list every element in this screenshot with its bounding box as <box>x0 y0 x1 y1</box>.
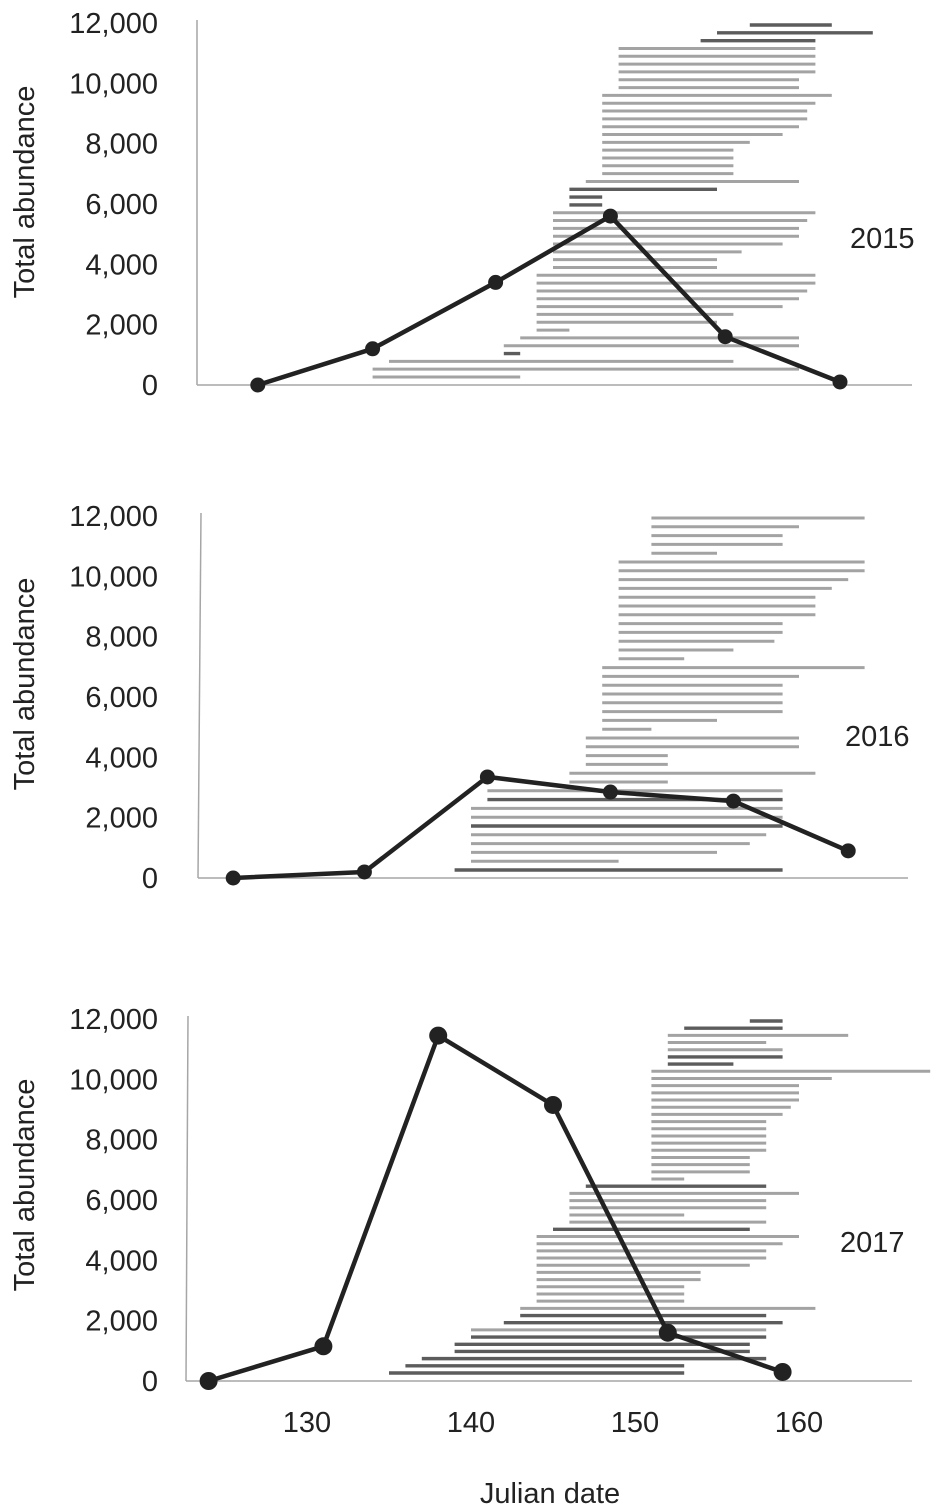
x-tick-label: 130 <box>283 1407 331 1439</box>
y-tick-label: 12,000 <box>69 8 158 40</box>
panel-2015: 2015 Total abundance 0 2,000 4,000 6,000 8,0… <box>9 8 915 402</box>
panel-2017: 2017 Total abundance Julian date 0 2,000 4… <box>9 1004 931 1510</box>
abundance-point <box>840 843 856 859</box>
abundance-point <box>544 1095 562 1114</box>
y-tick-label: 4,000 <box>85 249 158 281</box>
x-axis-title: Julian date <box>480 1478 620 1510</box>
y-tick-label: 4,000 <box>85 742 158 774</box>
abundance-point <box>199 1372 218 1390</box>
y-tick-label: 8,000 <box>85 129 158 161</box>
abundance-point <box>225 870 241 886</box>
abundance-point <box>250 377 266 393</box>
abundance-point <box>717 329 733 345</box>
y-tick-label: 2,000 <box>85 803 158 835</box>
x-tick-label: 160 <box>775 1407 823 1439</box>
panel-year-label: 2015 <box>850 223 915 255</box>
abundance-point <box>429 1026 448 1045</box>
abundance-line <box>233 774 850 881</box>
y-axis-title: Total abundance <box>9 578 41 791</box>
abundance-point <box>602 784 618 800</box>
y-tick-label: 10,000 <box>69 561 158 593</box>
y-axis-title: Total abundance <box>9 86 41 299</box>
panel-year-label: 2016 <box>845 721 910 753</box>
abundance-point <box>773 1362 792 1381</box>
y-tick-label: 6,000 <box>85 189 158 221</box>
abundance-point <box>725 793 741 809</box>
y-tick-label: 2,000 <box>85 1306 158 1338</box>
panel-2016: 2016 Total abundance 0 2,000 4,000 6,000 8,0… <box>9 501 910 895</box>
abundance-point <box>602 208 618 224</box>
y-tick-label: 6,000 <box>85 1185 158 1217</box>
abundance-line <box>207 1033 784 1384</box>
y-tick-label: 0 <box>142 863 158 895</box>
y-tick-label: 6,000 <box>85 682 158 714</box>
x-tick-label: 150 <box>611 1407 659 1439</box>
y-tick-label: 0 <box>142 370 158 402</box>
x-tick-label: 140 <box>447 1407 495 1439</box>
y-tick-label: 12,000 <box>69 1004 158 1036</box>
y-tick-label: 2,000 <box>85 310 158 342</box>
abundance-point <box>488 274 504 290</box>
abundance-point <box>314 1337 333 1356</box>
abundance-point <box>658 1323 677 1342</box>
y-axis-title: Total abundance <box>9 1079 41 1292</box>
y-tick-label: 12,000 <box>69 501 158 533</box>
y-axis-line <box>197 512 202 879</box>
y-tick-label: 8,000 <box>85 1125 158 1157</box>
y-tick-label: 10,000 <box>69 1064 158 1096</box>
y-tick-label: 0 <box>142 1366 158 1398</box>
abundance-point <box>479 769 495 785</box>
panel-year-label: 2017 <box>840 1227 905 1259</box>
abundance-point <box>365 341 381 357</box>
abundance-point <box>832 374 848 390</box>
y-tick-label: 4,000 <box>85 1245 158 1277</box>
y-tick-label: 8,000 <box>85 622 158 654</box>
abundance-point <box>356 864 372 880</box>
y-axis-line <box>185 1015 189 1382</box>
abundance-line <box>257 213 841 388</box>
y-tick-label: 10,000 <box>69 68 158 100</box>
